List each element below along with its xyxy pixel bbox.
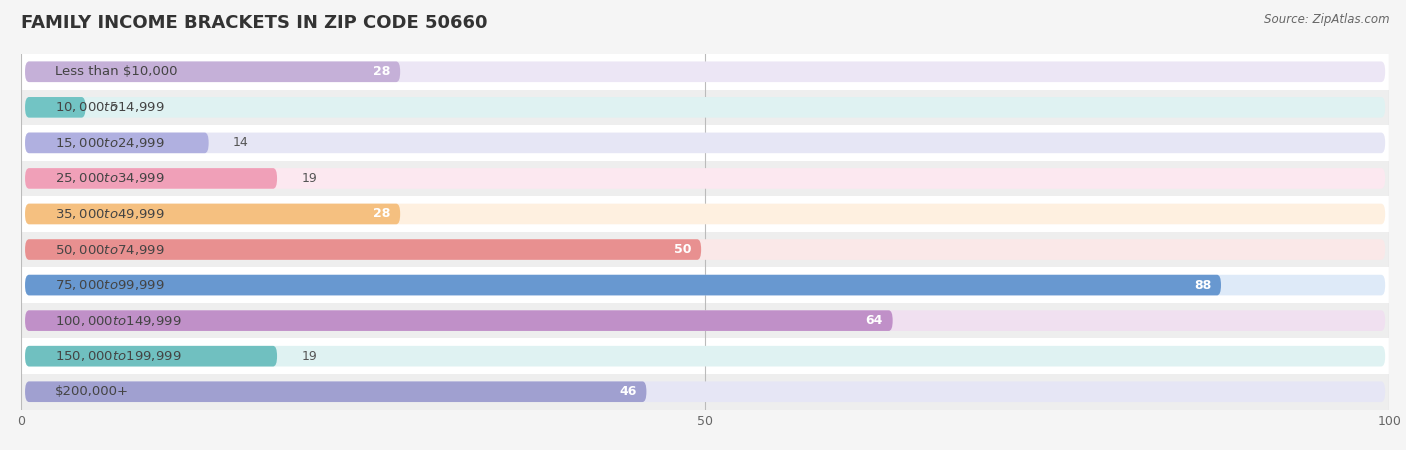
FancyBboxPatch shape xyxy=(25,239,1385,260)
FancyBboxPatch shape xyxy=(25,204,401,224)
FancyBboxPatch shape xyxy=(25,382,1385,402)
Text: 88: 88 xyxy=(1194,279,1212,292)
Text: $25,000 to $34,999: $25,000 to $34,999 xyxy=(55,171,165,185)
Text: $10,000 to $14,999: $10,000 to $14,999 xyxy=(55,100,165,114)
Text: $200,000+: $200,000+ xyxy=(55,385,129,398)
FancyBboxPatch shape xyxy=(25,275,1385,295)
Text: 5: 5 xyxy=(110,101,118,114)
Bar xyxy=(21,161,1389,196)
FancyBboxPatch shape xyxy=(25,310,893,331)
FancyBboxPatch shape xyxy=(25,204,1385,224)
Text: 28: 28 xyxy=(373,207,391,220)
FancyBboxPatch shape xyxy=(25,310,1385,331)
FancyBboxPatch shape xyxy=(25,346,1385,366)
Bar xyxy=(21,267,1389,303)
FancyBboxPatch shape xyxy=(25,239,702,260)
Bar xyxy=(21,90,1389,125)
FancyBboxPatch shape xyxy=(25,62,1385,82)
FancyBboxPatch shape xyxy=(25,133,1385,153)
FancyBboxPatch shape xyxy=(25,133,208,153)
FancyBboxPatch shape xyxy=(25,97,1385,117)
Bar xyxy=(21,338,1389,374)
Text: $150,000 to $199,999: $150,000 to $199,999 xyxy=(55,349,181,363)
FancyBboxPatch shape xyxy=(25,62,401,82)
Text: $15,000 to $24,999: $15,000 to $24,999 xyxy=(55,136,165,150)
Text: 46: 46 xyxy=(619,385,637,398)
Bar xyxy=(21,374,1389,410)
Text: 64: 64 xyxy=(866,314,883,327)
Bar xyxy=(21,125,1389,161)
Text: 14: 14 xyxy=(233,136,249,149)
FancyBboxPatch shape xyxy=(25,346,277,366)
Text: 19: 19 xyxy=(301,172,318,185)
Text: Less than $10,000: Less than $10,000 xyxy=(55,65,177,78)
Bar xyxy=(21,232,1389,267)
Text: 28: 28 xyxy=(373,65,391,78)
Text: 19: 19 xyxy=(301,350,318,363)
Text: Source: ZipAtlas.com: Source: ZipAtlas.com xyxy=(1264,14,1389,27)
FancyBboxPatch shape xyxy=(25,168,277,189)
Text: $50,000 to $74,999: $50,000 to $74,999 xyxy=(55,243,165,256)
Text: $100,000 to $149,999: $100,000 to $149,999 xyxy=(55,314,181,328)
FancyBboxPatch shape xyxy=(25,168,1385,189)
Bar xyxy=(21,54,1389,90)
Text: $35,000 to $49,999: $35,000 to $49,999 xyxy=(55,207,165,221)
Bar xyxy=(21,303,1389,338)
Text: FAMILY INCOME BRACKETS IN ZIP CODE 50660: FAMILY INCOME BRACKETS IN ZIP CODE 50660 xyxy=(21,14,488,32)
FancyBboxPatch shape xyxy=(25,97,86,117)
Bar xyxy=(21,196,1389,232)
Text: $75,000 to $99,999: $75,000 to $99,999 xyxy=(55,278,165,292)
FancyBboxPatch shape xyxy=(25,275,1220,295)
FancyBboxPatch shape xyxy=(25,382,647,402)
Text: 50: 50 xyxy=(673,243,692,256)
